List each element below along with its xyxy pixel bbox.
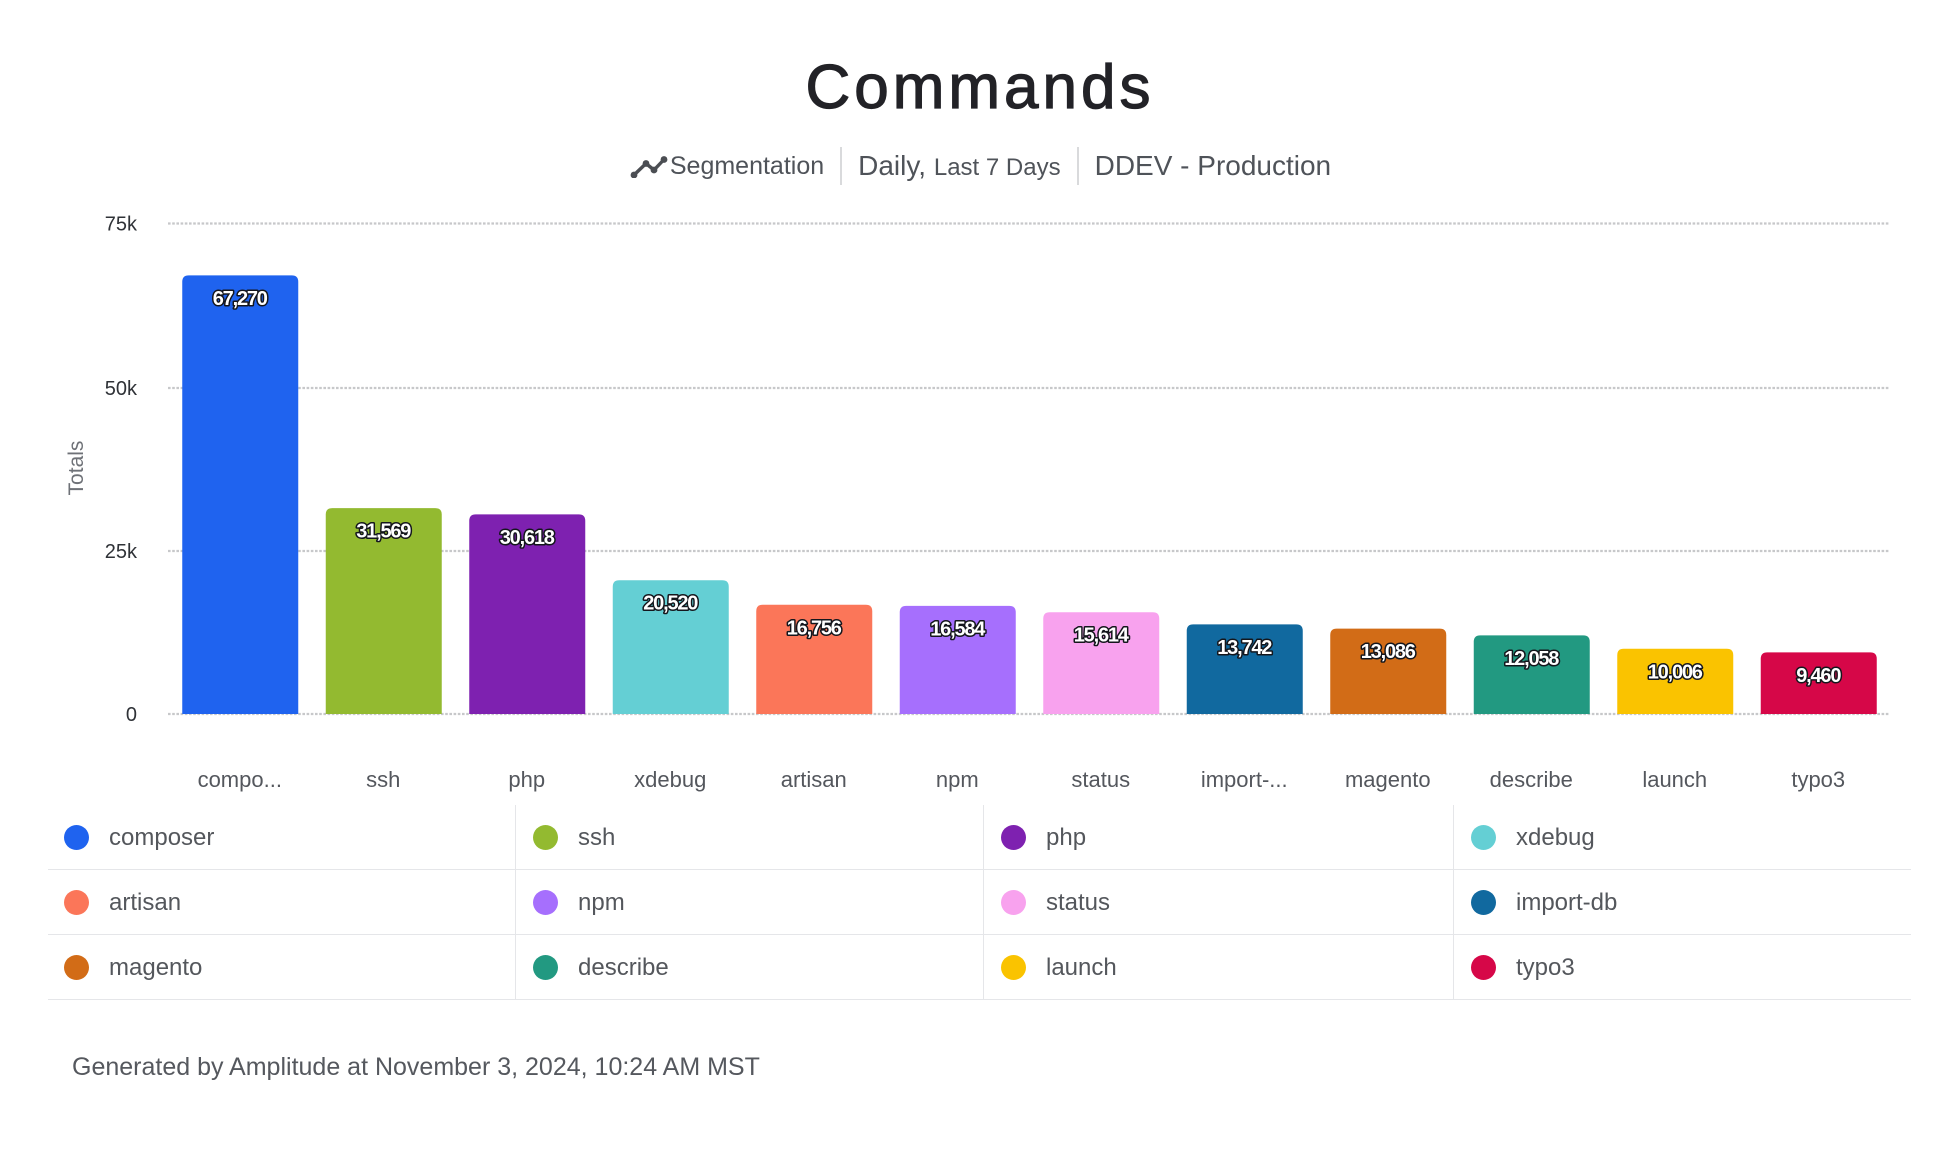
svg-text:0: 0	[126, 704, 137, 726]
svg-text:magento: magento	[1345, 767, 1431, 792]
svg-text:npm: npm	[936, 767, 979, 792]
svg-text:20,520: 20,520	[643, 593, 698, 615]
svg-text:31,569: 31,569	[356, 521, 411, 543]
svg-text:16,756: 16,756	[787, 617, 842, 639]
svg-text:30,618: 30,618	[500, 527, 555, 549]
svg-text:ssh: ssh	[366, 767, 400, 792]
svg-text:16,584: 16,584	[930, 618, 986, 640]
svg-text:12,058: 12,058	[1504, 648, 1559, 670]
svg-text:50k: 50k	[105, 378, 138, 400]
svg-text:9,460: 9,460	[1796, 665, 1841, 687]
svg-text:import-...: import-...	[1201, 767, 1288, 792]
svg-text:13,742: 13,742	[1217, 637, 1272, 659]
svg-text:75k: 75k	[105, 214, 138, 236]
svg-text:typo3: typo3	[1791, 767, 1845, 792]
svg-text:compo...: compo...	[198, 767, 282, 792]
svg-text:describe: describe	[1490, 767, 1573, 792]
svg-text:67,270: 67,270	[213, 288, 268, 310]
svg-text:13,086: 13,086	[1361, 641, 1416, 663]
svg-text:launch: launch	[1642, 767, 1707, 792]
svg-text:artisan: artisan	[781, 767, 847, 792]
svg-text:php: php	[508, 767, 545, 792]
svg-text:status: status	[1071, 767, 1130, 792]
svg-text:xdebug: xdebug	[634, 767, 706, 792]
svg-text:15,614: 15,614	[1074, 625, 1130, 647]
svg-text:10,006: 10,006	[1648, 661, 1703, 683]
svg-text:25k: 25k	[105, 541, 138, 563]
svg-text:Totals: Totals	[65, 441, 88, 496]
